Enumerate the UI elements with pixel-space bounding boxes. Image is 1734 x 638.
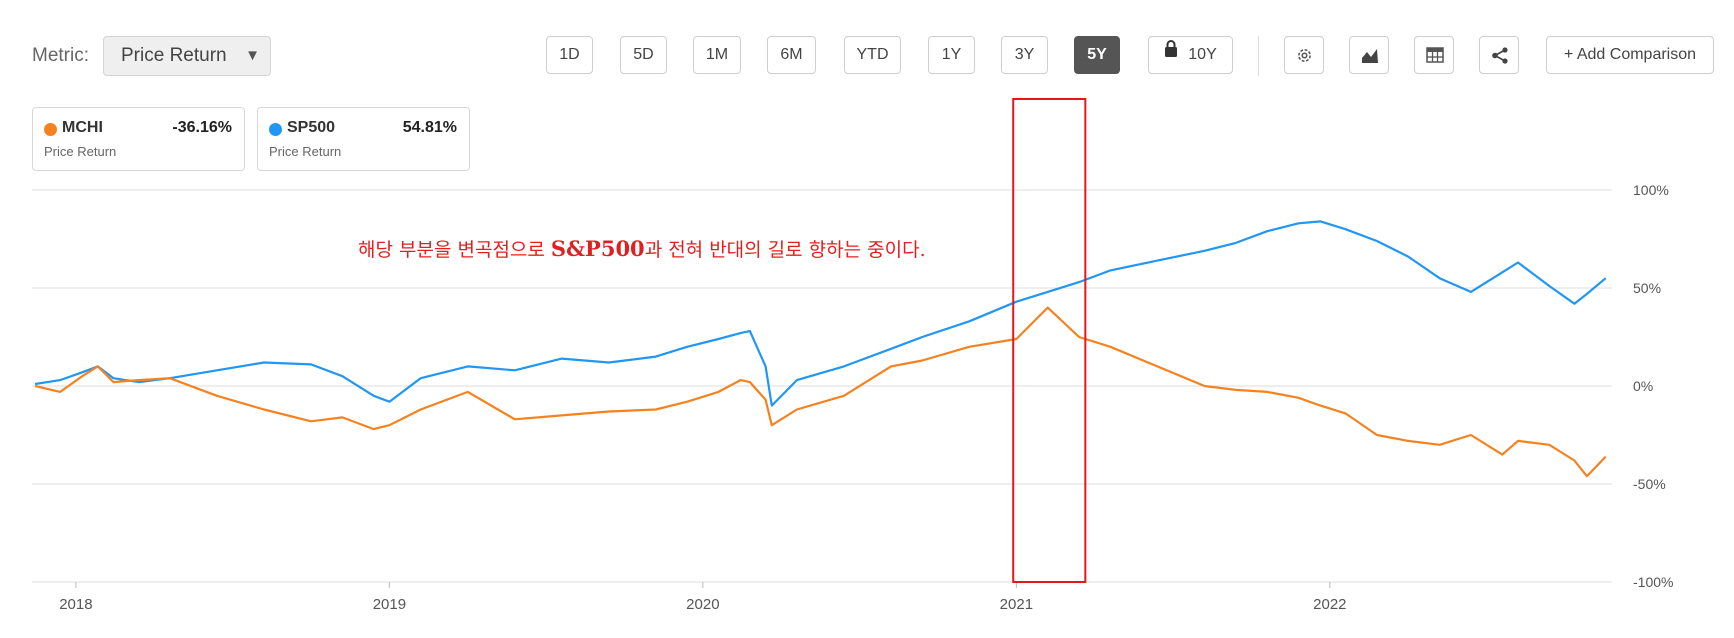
x-tick-label: 2020 (686, 596, 719, 613)
highlight-box (1012, 98, 1087, 583)
y-tick-label: -50% (1633, 476, 1666, 492)
y-tick-label: -100% (1633, 574, 1673, 590)
annotation-text-before: 해당 부분을 변곡점으로 (358, 239, 551, 261)
y-tick-label: 100% (1633, 182, 1669, 198)
range-button-10y[interactable]: 10Y (1148, 36, 1233, 74)
settings-button[interactable] (1284, 36, 1324, 74)
settings-icon (1298, 49, 1311, 62)
range-button-5y[interactable]: 5Y (1074, 36, 1120, 74)
table-view-button[interactable] (1414, 36, 1454, 74)
metric-select-value: Price Return (121, 45, 227, 66)
series-line-sp500 (34, 220, 1607, 407)
legend-symbol: SP500 (287, 119, 336, 136)
range-button-10y-label: 10Y (1188, 46, 1217, 63)
x-tick-label: 2019 (373, 596, 406, 613)
table-icon (1426, 47, 1444, 63)
legend-card-mchi[interactable]: MCHI -36.16% Price Return (32, 107, 245, 171)
series-color-dot (44, 123, 57, 136)
legend-value: 54.81% (402, 119, 457, 136)
range-button-1d[interactable]: 1D (546, 36, 593, 74)
share-button[interactable] (1479, 36, 1519, 74)
legend-metric-label: Price Return (269, 144, 342, 159)
legend-card-sp500[interactable]: SP500 54.81% Price Return (257, 107, 470, 171)
range-button-1y[interactable]: 1Y (928, 36, 975, 74)
chevron-down-icon: ▼ (245, 47, 260, 64)
range-button-3y[interactable]: 3Y (1001, 36, 1048, 74)
range-button-5d[interactable]: 5D (620, 36, 667, 74)
range-button-ytd[interactable]: YTD (844, 36, 901, 74)
range-button-6m[interactable]: 6M (767, 36, 816, 74)
range-button-1m[interactable]: 1M (693, 36, 741, 74)
legend-metric-label: Price Return (44, 144, 117, 159)
legend-value: -36.16% (172, 119, 232, 136)
annotation-text-after: 과 전혀 반대의 길로 향하는 중이다. (645, 239, 926, 261)
share-icon (1492, 47, 1508, 64)
toolbar-divider (1258, 36, 1259, 76)
annotation-text: 해당 부분을 변곡점으로 S&P500과 전혀 반대의 길로 향하는 중이다. (358, 236, 926, 261)
x-tick-label: 2021 (1000, 596, 1033, 613)
legend-symbol: MCHI (62, 119, 103, 136)
series-line-mchi (34, 306, 1607, 478)
metric-select[interactable]: Price Return ▼ (103, 36, 271, 76)
y-tick-label: 50% (1633, 280, 1661, 296)
x-tick-label: 2022 (1313, 596, 1346, 613)
metric-label: Metric: (32, 45, 89, 66)
lock-icon (1164, 35, 1178, 71)
area-chart-icon (1362, 49, 1378, 63)
x-tick-label: 2018 (59, 596, 92, 613)
y-tick-label: 0% (1633, 378, 1653, 394)
series-color-dot (269, 123, 282, 136)
annotation-text-bold: S&P500 (551, 236, 645, 261)
chart-type-button[interactable] (1349, 36, 1389, 74)
add-comparison-button[interactable]: + Add Comparison (1546, 36, 1714, 74)
